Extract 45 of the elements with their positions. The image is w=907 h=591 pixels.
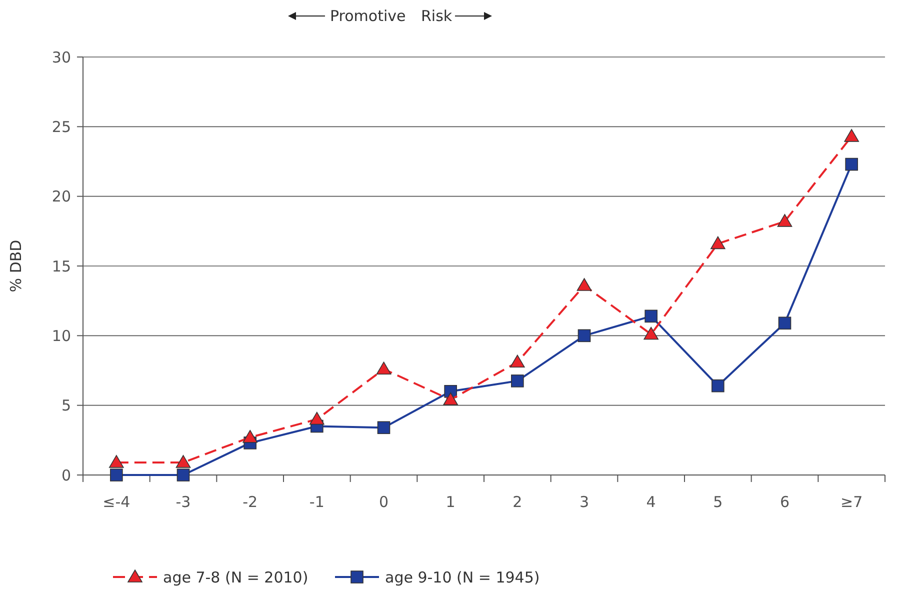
x-tick-label: -1: [309, 493, 324, 511]
point: [443, 392, 458, 406]
x-tick-label: -2: [242, 493, 258, 511]
point: [110, 468, 123, 482]
point: [710, 236, 726, 250]
point: [778, 316, 792, 330]
point: [242, 430, 258, 443]
y-tick-label: 20: [52, 188, 71, 206]
point: [109, 455, 124, 468]
y-axis-title: % DBD: [7, 240, 25, 292]
y-tick-label: 30: [52, 48, 71, 66]
y-tick-label: 15: [52, 257, 71, 276]
point: [578, 329, 591, 342]
point: [176, 468, 190, 482]
x-tick-label: 6: [780, 493, 790, 511]
point: [176, 455, 191, 468]
point: [844, 129, 859, 142]
point: [510, 354, 525, 368]
x-tick-label: 2: [512, 493, 522, 511]
point: [511, 374, 524, 388]
point: [777, 214, 792, 227]
y-tick-label: 25: [52, 118, 71, 136]
x-tick-label: ≥7: [840, 493, 863, 511]
text: Risk: [421, 7, 452, 25]
y-tick-label: 5: [61, 396, 71, 415]
y-tick-label: 10: [52, 326, 71, 345]
legend-label: age 9-10 (N = 1945): [385, 568, 540, 586]
point: [376, 362, 392, 375]
x-tick-label: 5: [713, 493, 723, 511]
point: [377, 421, 390, 434]
point: [712, 379, 724, 392]
x-tick-label: ≤-4: [102, 493, 130, 511]
x-tick-label: 4: [646, 493, 656, 511]
point: [310, 412, 324, 425]
point: [576, 278, 592, 291]
x-tick-label: 1: [446, 493, 456, 511]
point: [644, 310, 658, 323]
point: [845, 158, 858, 171]
point: [644, 326, 658, 340]
x-tick-label: 3: [579, 493, 590, 511]
x-tick-label: -3: [176, 493, 191, 511]
y-tick-label: 0: [61, 466, 71, 484]
x-tick-label: 0: [378, 493, 389, 511]
legend-label: age 7-8 (N = 2010): [163, 568, 308, 586]
text: Promotive: [330, 7, 406, 25]
